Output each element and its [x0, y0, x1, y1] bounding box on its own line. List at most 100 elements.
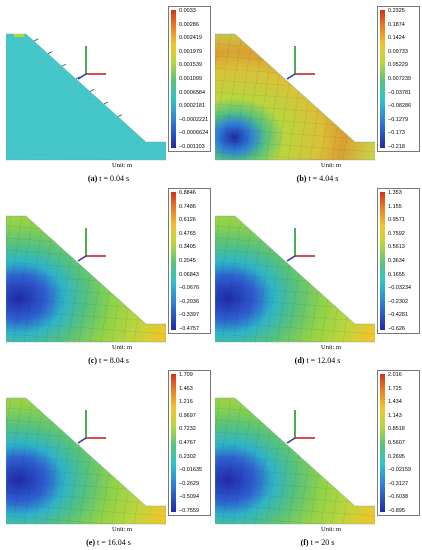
- tick-label: 0.7232: [179, 426, 196, 433]
- tick-label: 0.06843: [179, 271, 199, 278]
- legend: 0.0033 0.00286 0.002419 0.001979 0.00153…: [168, 6, 211, 152]
- tick-label: −0.0676: [179, 285, 200, 292]
- legend: 2.016 1.725 1.434 1.143 0.8518 0.5607 0.…: [377, 370, 420, 516]
- tick-label: −0.1279: [388, 116, 409, 123]
- panel-caption: (f) t = 20 s: [215, 538, 420, 547]
- tick-label: 0.007239: [388, 75, 411, 82]
- unit-label: Unit: m: [112, 344, 133, 351]
- panel-time: t = 12.04 s: [306, 356, 341, 365]
- tick-label: −0.3127: [388, 480, 409, 487]
- panel-a: 0.0033 0.00286 0.002419 0.001979 0.00153…: [6, 4, 211, 184]
- panel-caption: (a) t = 0.04 s: [6, 174, 211, 183]
- panel-time: t = 8.04 s: [99, 356, 129, 365]
- panel-time: t = 0.04 s: [99, 174, 130, 183]
- legend-ticks: 0.8846 0.7486 0.6126 0.4765 0.3405 0.204…: [179, 190, 211, 332]
- dam-body: [215, 215, 375, 343]
- vector-mark: [33, 38, 39, 42]
- tick-label: 0.2695: [388, 453, 405, 460]
- coordinate-axes-icon: [286, 46, 315, 80]
- legend: 1.709 1.463 1.216 0.9697 0.7232 0.4767 0…: [168, 370, 211, 516]
- legend-ticks: 2.016 1.725 1.434 1.143 0.8518 0.5607 0.…: [388, 372, 420, 514]
- tick-label: 0.001099: [179, 75, 202, 82]
- panel-letter: (c): [88, 356, 98, 365]
- vector-mark: [75, 76, 81, 80]
- legend-ticks: 0.0033 0.00286 0.002419 0.001979 0.00153…: [179, 8, 211, 150]
- tick-label: 0.3405: [179, 244, 196, 251]
- tick-label: −0.03234: [388, 285, 412, 292]
- tick-label: 1.353: [388, 190, 402, 196]
- tick-label: −0.7559: [179, 507, 200, 514]
- tick-label: −0.0006624: [179, 130, 209, 137]
- legend: 0.2325 0.1874 0.1424 0.09733 0.05229 0.0…: [377, 6, 420, 152]
- tick-label: 0.8846: [179, 190, 196, 196]
- tick-label: 0.00286: [179, 21, 199, 28]
- tick-label: 0.2045: [179, 257, 196, 264]
- tick-label: 0.001539: [179, 62, 202, 69]
- legend-ticks: 1.709 1.463 1.216 0.9697 0.7232 0.4767 0…: [179, 372, 211, 514]
- tick-label: −0.08286: [388, 103, 412, 110]
- colorbar: [380, 10, 385, 148]
- tick-label: 0.1424: [388, 35, 405, 42]
- tick-label: 0.001979: [179, 48, 202, 55]
- panel-c: 0.8846 0.7486 0.6126 0.4765 0.3405 0.204…: [6, 186, 211, 366]
- tick-label: 0.05229: [388, 62, 408, 69]
- tick-label: −0.5094: [179, 494, 200, 501]
- tick-label: 0.7486: [179, 203, 196, 210]
- tick-label: −0.895: [388, 507, 405, 514]
- tick-label: 0.5607: [388, 439, 405, 446]
- panel-caption: (b) t = 4.04 s: [215, 174, 420, 183]
- vector-mark: [61, 63, 67, 67]
- tick-label: −0.173: [388, 130, 405, 137]
- tick-label: −0.4281: [388, 312, 409, 319]
- panel-d: 1.353 1.155 0.9571 0.7592 0.5613 0.3634 …: [215, 186, 420, 366]
- tick-label: −0.4757: [179, 325, 200, 332]
- contour-plot: [215, 33, 375, 161]
- coordinate-axes-icon: [77, 46, 106, 80]
- legend: 1.353 1.155 0.9571 0.7592 0.5613 0.3634 …: [377, 188, 420, 334]
- tick-label: −0.2302: [388, 298, 409, 305]
- crest-highlight: [14, 34, 24, 37]
- panel-letter: (d): [294, 356, 305, 365]
- panel-letter: (b): [296, 174, 307, 183]
- dam-body: [6, 33, 166, 161]
- tick-label: 1.434: [388, 399, 402, 406]
- tick-label: −0.6038: [388, 494, 409, 501]
- tick-label: 0.2325: [388, 8, 405, 14]
- tick-label: 0.1655: [388, 271, 405, 278]
- panel-letter: (a): [87, 174, 98, 183]
- vector-mark: [117, 114, 123, 117]
- tick-label: 1.143: [388, 412, 402, 419]
- tick-label: 0.9571: [388, 217, 405, 224]
- tick-label: −0.626: [388, 325, 405, 332]
- panel-time: t = 16.04 s: [97, 538, 131, 547]
- contour-plot: [215, 397, 375, 525]
- tick-label: 0.0006584: [179, 89, 205, 96]
- tick-label: 0.6126: [179, 217, 196, 224]
- panel-time: t = 20 s: [310, 538, 335, 547]
- tick-label: 0.5613: [388, 244, 405, 251]
- tick-label: −0.0002221: [179, 116, 209, 123]
- tick-label: −0.3397: [179, 312, 200, 319]
- contour-plot: [6, 215, 166, 343]
- colorbar: [380, 192, 385, 330]
- contour-plot: [6, 397, 166, 525]
- vector-mark: [89, 89, 95, 92]
- panel-e: 1.709 1.463 1.216 0.9697 0.7232 0.4767 0…: [6, 368, 211, 548]
- dam-body: [215, 397, 375, 525]
- colorbar: [171, 374, 176, 512]
- tick-label: −0.001103: [179, 143, 205, 150]
- tick-label: 0.8518: [388, 426, 405, 433]
- tick-label: 0.2302: [179, 453, 196, 460]
- coordinate-axes-icon: [77, 228, 106, 262]
- dam-body: [6, 215, 166, 343]
- tick-label: −0.2629: [179, 480, 200, 487]
- tick-label: 0.4767: [179, 439, 196, 446]
- tick-label: −0.01635: [179, 467, 203, 474]
- colorbar: [171, 10, 176, 148]
- coordinate-axes-icon: [77, 410, 106, 444]
- coordinate-axes-icon: [286, 228, 315, 262]
- tick-label: −0.02159: [388, 467, 412, 474]
- tick-label: 1.463: [179, 385, 193, 392]
- tick-label: 1.709: [179, 372, 193, 378]
- legend-ticks: 0.2325 0.1874 0.1424 0.09733 0.05229 0.0…: [388, 8, 420, 150]
